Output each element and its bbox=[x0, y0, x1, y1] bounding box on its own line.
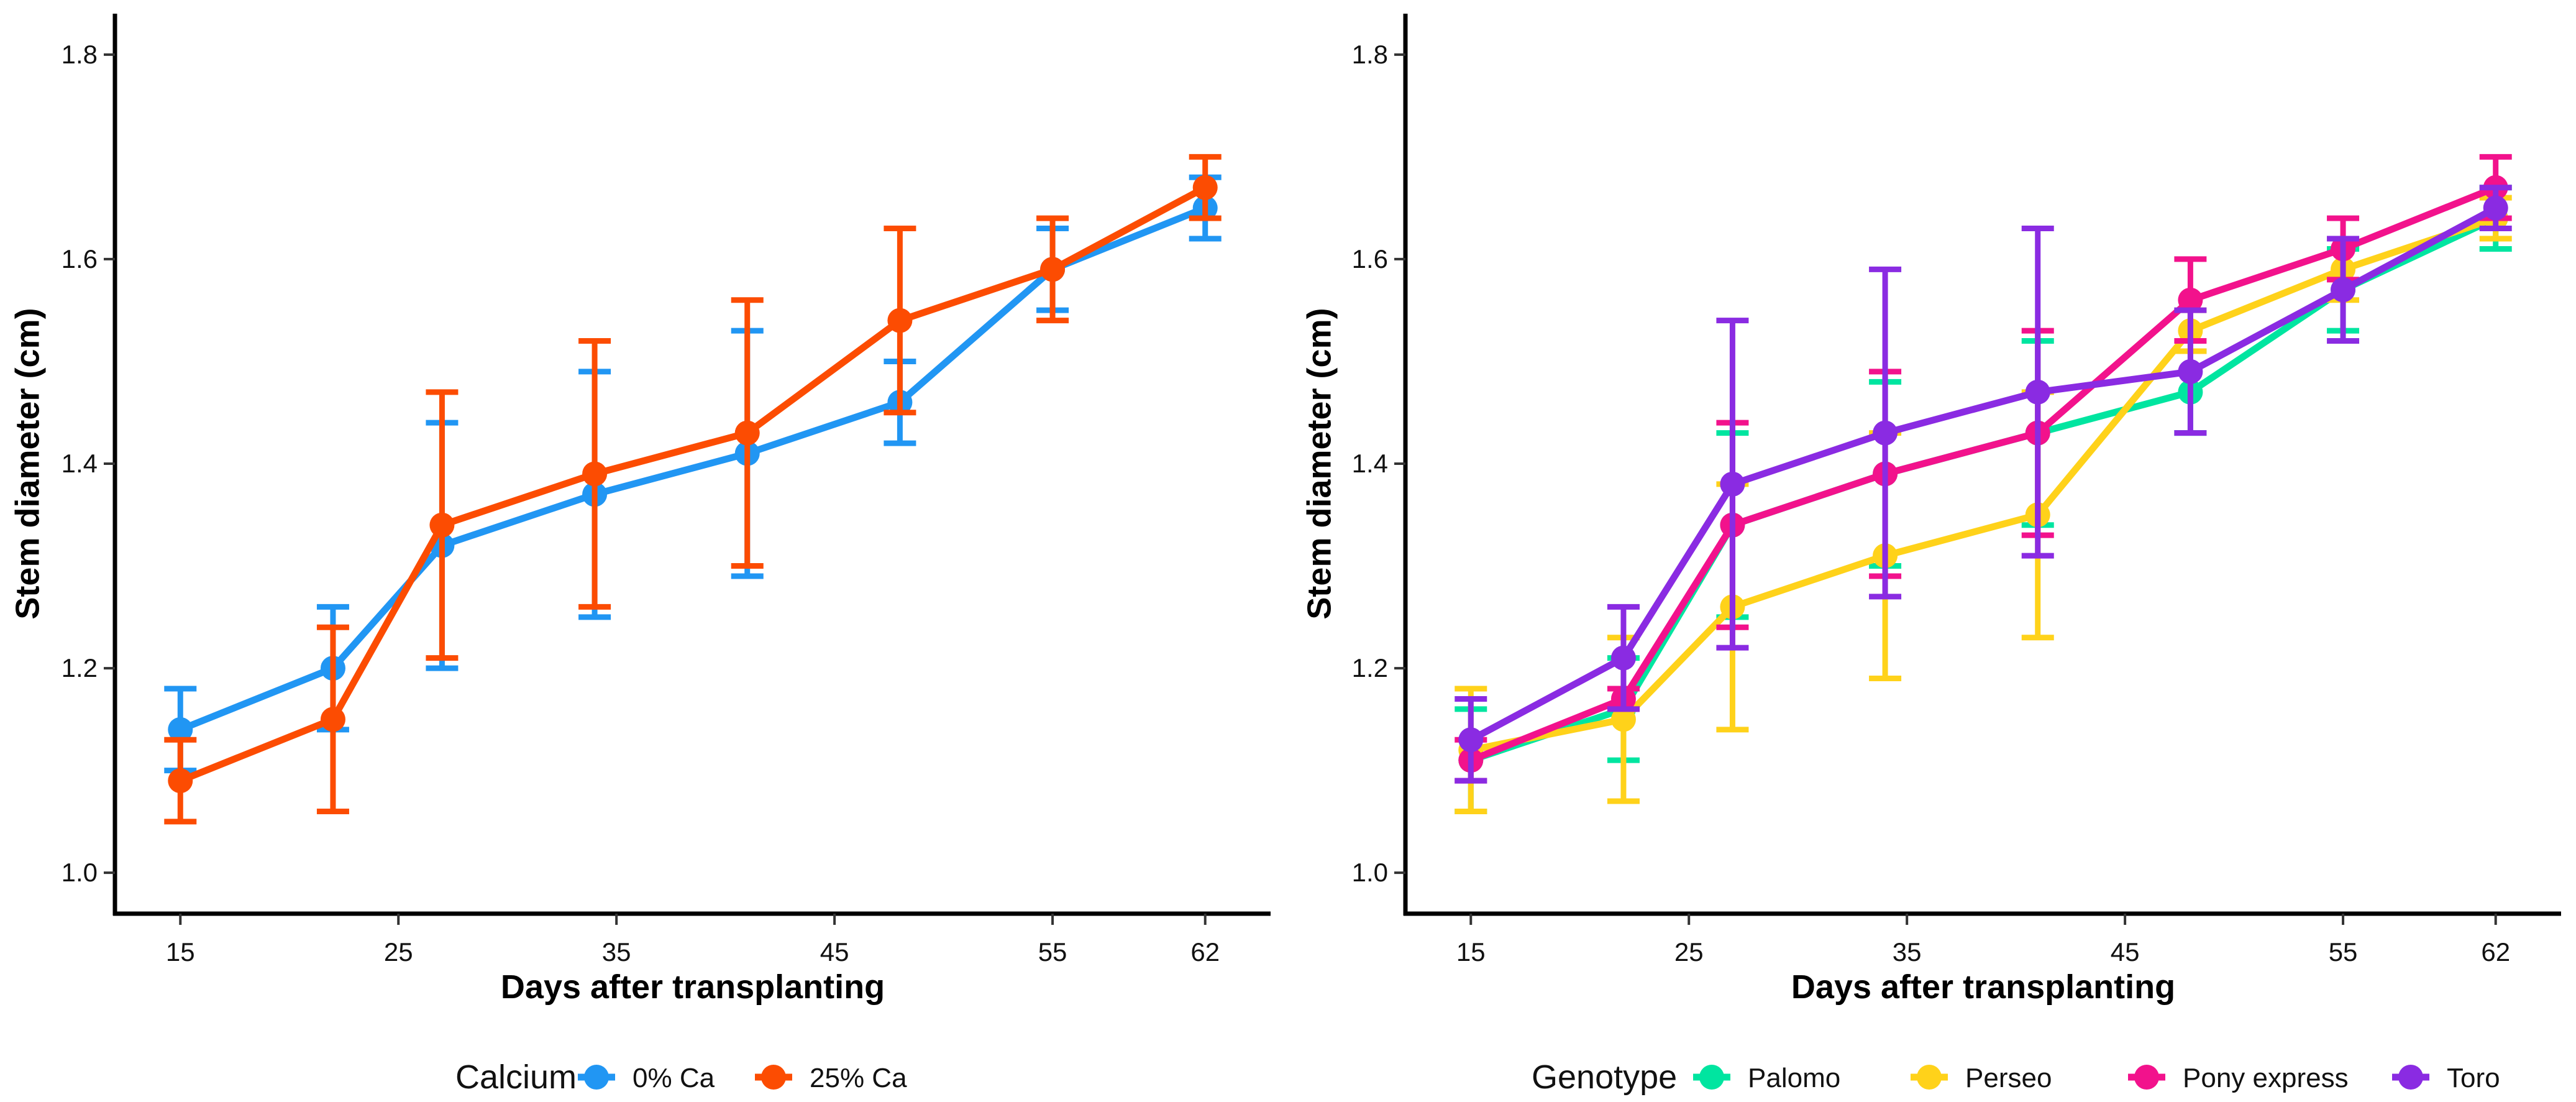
chart-panel-2: 1.0 1.2 1.4 1.6 1.8 15 25 35 45 55 62 Days after tr… bbox=[1300, 14, 2561, 1096]
data-point bbox=[1610, 707, 1636, 732]
data-point bbox=[168, 768, 193, 794]
x-tick-label: 55 bbox=[1038, 937, 1067, 967]
legend-swatch-dot bbox=[2134, 1065, 2159, 1090]
legend-title: Genotype bbox=[1532, 1058, 1677, 1096]
data-point bbox=[734, 420, 760, 446]
legend-item: Perseo bbox=[1911, 1063, 2052, 1093]
legend-label: 0% Ca bbox=[633, 1063, 715, 1093]
series-line bbox=[1469, 184, 2497, 764]
data-point bbox=[2025, 379, 2050, 405]
legend-label: Perseo bbox=[1965, 1063, 2052, 1093]
data-point bbox=[1040, 257, 1066, 282]
data-point bbox=[1458, 727, 1484, 753]
data-point bbox=[1720, 471, 1745, 497]
legend-label: Palomo bbox=[1748, 1063, 1840, 1093]
legend-item: Pony express bbox=[2128, 1063, 2349, 1093]
series-line bbox=[179, 204, 1207, 733]
data-point bbox=[2178, 287, 2203, 313]
series-line bbox=[179, 184, 1207, 784]
series-pony-express bbox=[1455, 154, 2512, 784]
x-tick-label: 62 bbox=[2481, 937, 2510, 967]
x-tick-label: 15 bbox=[166, 937, 195, 967]
series-25-ca bbox=[164, 154, 1222, 825]
legend-label: Toro bbox=[2447, 1063, 2500, 1093]
x-tick-label: 35 bbox=[1893, 937, 1922, 967]
y-tick-label: 1.4 bbox=[62, 449, 98, 478]
legend-swatch-dot bbox=[2398, 1065, 2423, 1090]
data-point bbox=[887, 308, 913, 333]
y-tick-label: 1.0 bbox=[62, 858, 98, 887]
legend-swatch-dot bbox=[1917, 1065, 1942, 1090]
legend-swatch-dot bbox=[761, 1065, 786, 1090]
y-tick-label: 1.4 bbox=[1352, 449, 1388, 478]
y-tick-label: 1.2 bbox=[1352, 653, 1388, 682]
x-tick-label: 15 bbox=[1456, 937, 1486, 967]
chart-panel-1: 1.0 1.2 1.4 1.6 1.8 15 25 35 45 55 62 Days after tr… bbox=[9, 14, 1271, 1096]
legend-swatch-dot bbox=[1699, 1065, 1724, 1090]
data-point bbox=[429, 512, 455, 538]
x-tick-label: 62 bbox=[1190, 937, 1220, 967]
y-tick-label: 1.6 bbox=[1352, 244, 1388, 273]
y-tick-label: 1.8 bbox=[62, 40, 98, 69]
y-axis-title: Stem diameter (cm) bbox=[9, 308, 46, 619]
x-tick-label: 45 bbox=[820, 937, 849, 967]
legend-label: 25% Ca bbox=[810, 1063, 907, 1093]
data-point bbox=[2331, 277, 2356, 303]
data-point bbox=[1610, 645, 1636, 671]
data-point bbox=[582, 461, 608, 487]
x-tick-label: 55 bbox=[2329, 937, 2358, 967]
y-tick-label: 1.2 bbox=[62, 653, 98, 682]
y-tick-label: 1.6 bbox=[62, 244, 98, 273]
x-tick-label: 35 bbox=[602, 937, 631, 967]
data-point bbox=[2483, 195, 2508, 221]
legend-item: Toro bbox=[2392, 1063, 2500, 1093]
y-tick-label: 1.8 bbox=[1352, 40, 1388, 69]
series-line bbox=[1470, 214, 2497, 754]
legend-label: Pony express bbox=[2183, 1063, 2349, 1093]
legend-swatch-dot bbox=[584, 1065, 609, 1090]
series-toro bbox=[1455, 185, 2512, 784]
y-axis-title: Stem diameter (cm) bbox=[1300, 308, 1338, 619]
x-tick-label: 25 bbox=[1674, 937, 1704, 967]
legend-item: 0% Ca bbox=[578, 1063, 715, 1093]
x-tick-label: 45 bbox=[2111, 937, 2140, 967]
legend-title: Calcium bbox=[455, 1058, 577, 1096]
data-point bbox=[168, 717, 193, 742]
data-point bbox=[2178, 359, 2203, 384]
data-point bbox=[320, 707, 345, 732]
x-axis-title: Days after transplanting bbox=[1791, 968, 2175, 1006]
y-tick-label: 1.0 bbox=[1352, 858, 1388, 887]
data-point bbox=[1873, 420, 1898, 446]
series-line bbox=[1469, 204, 2498, 743]
legend-item: Palomo bbox=[1693, 1063, 1840, 1093]
legend-item: 25% Ca bbox=[755, 1063, 907, 1093]
x-tick-label: 25 bbox=[384, 937, 413, 967]
x-axis-title: Days after transplanting bbox=[501, 968, 885, 1006]
data-point bbox=[1192, 175, 1218, 200]
